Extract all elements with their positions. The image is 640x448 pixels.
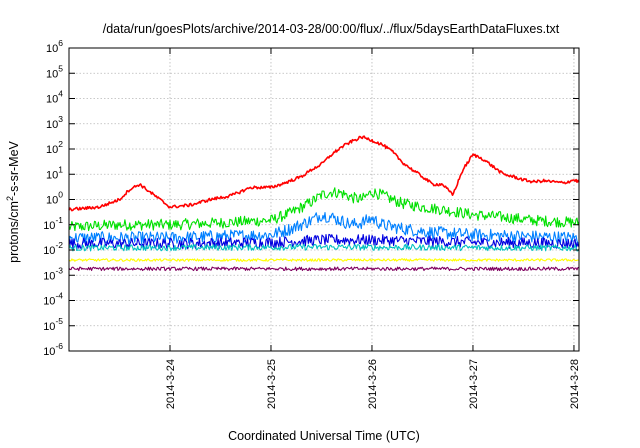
series-line: [68, 212, 580, 245]
y-tick-label-base: 10: [43, 220, 55, 232]
y-tick-label: 106: [46, 38, 63, 55]
y-tick-label-exp: -4: [55, 291, 63, 301]
y-tick-label-base: 10: [46, 195, 58, 207]
y-tick-label-base: 10: [46, 169, 58, 181]
x-axis-label: Coordinated Universal Time (UTC): [228, 429, 420, 443]
series-group: [68, 135, 580, 272]
y-axis-label: protons/cm2-s-sr-MeV: [5, 140, 21, 262]
chart-title: /data/run/goesPlots/archive/2014-03-28/0…: [103, 22, 560, 36]
y-tick-label-exp: 3: [58, 114, 63, 124]
y-tick-label-base: 10: [46, 43, 58, 55]
y-axis-label-sup: 2: [5, 196, 15, 201]
y-tick-label: 10-6: [43, 341, 63, 358]
y-tick-label-base: 10: [46, 119, 58, 131]
x-tick-label: 2014-3-27: [468, 359, 480, 409]
y-tick-label-base: 10: [43, 321, 55, 333]
y-tick-label: 10-3: [43, 265, 63, 282]
y-ticks: 10-610-510-410-310-210-11001011021031041…: [43, 38, 579, 358]
y-tick-label: 10-2: [43, 240, 63, 257]
y-tick-label: 102: [46, 139, 63, 156]
y-tick-label-base: 10: [43, 296, 55, 308]
y-tick-label: 100: [46, 190, 63, 207]
y-tick-label-exp: 6: [58, 38, 63, 48]
y-tick-label-base: 10: [43, 270, 55, 282]
x-ticks: 2014-3-24 2014-3-25 2014-3-26 2014-3-27 2014…: [165, 48, 581, 409]
y-tick-label: 105: [46, 63, 63, 80]
y-tick-label-base: 10: [46, 144, 58, 156]
y-tick-label-exp: 2: [58, 139, 63, 149]
x-tick-label: 2014-3-28: [569, 359, 581, 409]
x-tick-label: 2014-3-26: [367, 359, 379, 409]
y-tick-label-exp: -1: [55, 215, 63, 225]
y-axis-label-post: -s-sr-MeV: [7, 140, 21, 196]
y-tick-label-exp: 1: [58, 164, 63, 174]
y-tick-label-exp: 5: [58, 63, 63, 73]
y-tick-label-base: 10: [43, 346, 55, 358]
y-tick-label-exp: 0: [58, 190, 63, 200]
y-tick-label-exp: -5: [55, 316, 63, 326]
y-tick-label-base: 10: [46, 68, 58, 80]
y-tick-label: 10-4: [43, 291, 63, 308]
y-tick-label: 10-1: [43, 215, 63, 232]
plot-frame: [68, 47, 580, 352]
y-tick-label-base: 10: [43, 245, 55, 257]
y-tick-label: 101: [46, 164, 63, 181]
y-tick-label: 104: [46, 89, 63, 106]
y-tick-label-exp: 4: [58, 89, 63, 99]
y-tick-label-exp: -6: [55, 341, 63, 351]
y-axis-label-pre: protons/cm: [7, 201, 21, 263]
y-tick-label-exp: -3: [55, 265, 63, 275]
series-line: [68, 243, 580, 252]
series-line: [68, 187, 580, 232]
y-tick-label-exp: -2: [55, 240, 63, 250]
series-line: [68, 266, 580, 272]
x-tick-label: 2014-3-24: [165, 359, 177, 409]
series-line: [68, 135, 580, 212]
x-tick-label: 2014-3-25: [266, 359, 278, 409]
y-tick-label: 10-5: [43, 316, 63, 333]
series-line: [68, 233, 580, 250]
y-tick-label: 103: [46, 114, 63, 131]
series-line: [68, 258, 580, 262]
y-tick-label-base: 10: [46, 94, 58, 106]
grid: [69, 48, 579, 351]
